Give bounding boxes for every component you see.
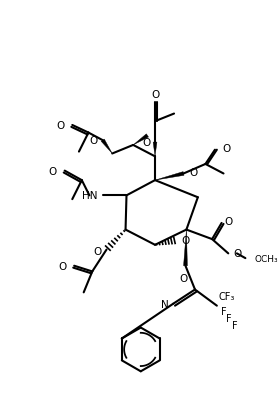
Polygon shape (184, 230, 187, 266)
Text: F: F (226, 313, 232, 323)
Text: O: O (224, 217, 232, 226)
Text: CF₃: CF₃ (219, 292, 235, 301)
Text: O: O (233, 249, 241, 259)
Text: O: O (142, 138, 150, 148)
Text: O: O (151, 90, 159, 99)
Text: N: N (161, 299, 168, 309)
Text: F: F (221, 307, 226, 317)
Text: O: O (57, 121, 65, 131)
Text: OCH₃: OCH₃ (255, 254, 279, 263)
Polygon shape (155, 172, 184, 181)
Text: O: O (58, 261, 67, 271)
Polygon shape (133, 134, 148, 145)
Text: O: O (179, 274, 188, 284)
Text: O: O (182, 235, 190, 245)
Polygon shape (101, 140, 112, 154)
Text: O: O (49, 166, 57, 176)
Text: O: O (223, 143, 231, 153)
Text: O: O (189, 167, 197, 177)
Text: HN: HN (81, 191, 97, 201)
Polygon shape (153, 143, 157, 157)
Text: O: O (94, 247, 102, 257)
Text: O: O (90, 136, 98, 146)
Text: F: F (232, 320, 238, 330)
